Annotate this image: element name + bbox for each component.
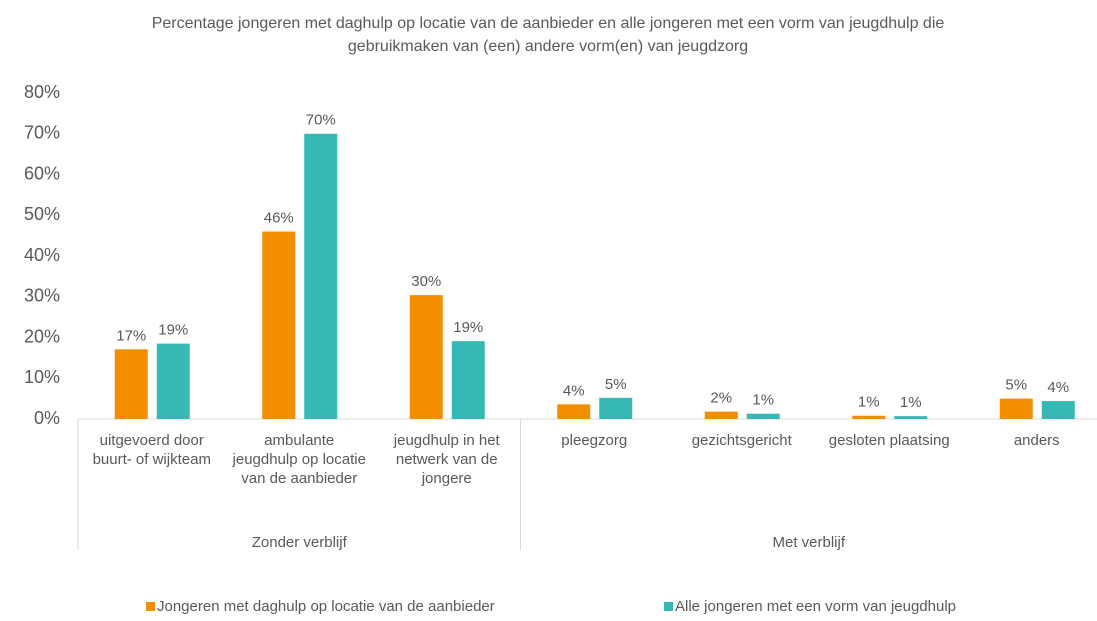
x-tick-label: ambulante jeugdhulp op locatie van de aa… <box>232 432 366 487</box>
data-label: 1% <box>858 394 880 411</box>
x-tick-label: jeugdhulp in het netwerk van de jongere <box>393 432 500 487</box>
legend-item: Alle jongeren met een vorm van jeugdhulp <box>664 598 956 616</box>
data-label: 4% <box>563 382 585 399</box>
data-label: 5% <box>605 376 627 393</box>
bar <box>114 349 148 419</box>
y-tick-label: 50% <box>24 204 60 224</box>
y-tick-label: 40% <box>24 245 60 265</box>
data-label: 2% <box>710 390 732 407</box>
bar <box>557 404 591 419</box>
y-tick-label: 30% <box>24 286 60 306</box>
data-label: 19% <box>158 322 188 339</box>
data-label: 30% <box>411 273 441 290</box>
chart-title: Percentage jongeren met daghulp op locat… <box>151 15 945 55</box>
legend-label: Jongeren met daghulp op locatie van de a… <box>157 598 495 615</box>
bar <box>156 343 190 419</box>
bar <box>304 133 338 419</box>
data-label: 1% <box>752 392 774 409</box>
bar <box>852 415 886 419</box>
y-tick-label: 20% <box>24 326 60 346</box>
x-tick-label: gezichtsgericht <box>691 432 792 449</box>
legend-item: Jongeren met daghulp op locatie van de a… <box>146 598 495 616</box>
bar <box>262 231 296 419</box>
x-tick-label: gesloten plaatsing <box>828 432 950 449</box>
bar <box>451 341 485 419</box>
bar <box>746 413 780 419</box>
y-tick-label: 60% <box>24 163 60 183</box>
bar <box>999 398 1033 419</box>
bar <box>894 416 928 419</box>
y-tick-label: 80% <box>24 82 60 102</box>
y-tick-label: 70% <box>24 123 60 143</box>
group-label: Zonder verblijf <box>251 534 347 551</box>
data-label: 46% <box>264 210 294 227</box>
bar <box>409 295 443 419</box>
data-label: 4% <box>1047 379 1069 396</box>
bar <box>1041 401 1075 419</box>
data-label: 1% <box>900 394 922 411</box>
legend-label: Alle jongeren met een vorm van jeugdhulp <box>675 598 957 615</box>
y-tick-label: 0% <box>34 408 60 428</box>
group-label: Met verblijf <box>772 534 846 551</box>
data-label: 17% <box>116 327 146 344</box>
data-label: 70% <box>306 112 336 129</box>
x-tick-label: uitgevoerd door buurt- of wijkteam <box>92 432 211 468</box>
bar <box>599 397 633 419</box>
legend-swatch <box>146 602 155 611</box>
data-label: 5% <box>1005 377 1027 394</box>
y-tick-label: 10% <box>24 367 60 387</box>
x-tick-label: pleegzorg <box>561 432 628 449</box>
legend-swatch <box>664 602 673 611</box>
data-label: 19% <box>453 319 483 336</box>
bar <box>704 411 738 419</box>
x-tick-label: anders <box>1013 432 1060 449</box>
